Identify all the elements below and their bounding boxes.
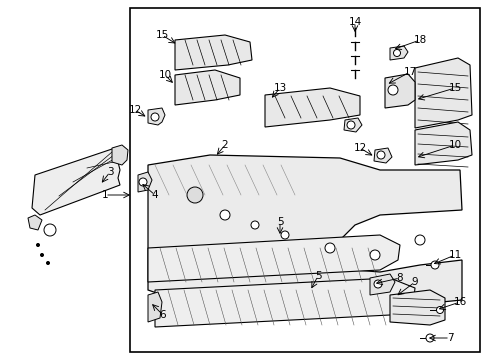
Text: 16: 16 [453,297,466,307]
Circle shape [41,253,44,257]
Polygon shape [155,278,415,327]
Text: 13: 13 [273,83,287,93]
Circle shape [36,243,40,247]
Text: 5: 5 [277,217,283,227]
Text: 12: 12 [128,105,142,115]
Text: 2: 2 [221,140,228,150]
Text: 10: 10 [158,70,172,80]
Text: 12: 12 [353,143,367,153]
Polygon shape [32,148,120,215]
Circle shape [426,334,434,342]
Text: 9: 9 [412,277,418,287]
Polygon shape [112,145,128,165]
Text: 4: 4 [152,190,158,200]
Circle shape [281,231,289,239]
Polygon shape [138,172,152,192]
Polygon shape [415,58,472,128]
Circle shape [251,221,259,229]
Text: 17: 17 [403,67,416,77]
Circle shape [431,261,439,269]
Polygon shape [148,235,400,282]
Polygon shape [390,46,408,60]
Text: 8: 8 [397,273,403,283]
Polygon shape [175,70,240,105]
Polygon shape [374,148,392,163]
Text: 1: 1 [102,190,108,200]
Circle shape [139,178,147,186]
Text: 15: 15 [448,83,462,93]
Polygon shape [370,274,395,295]
Polygon shape [344,118,362,132]
Circle shape [151,113,159,121]
Polygon shape [265,88,360,127]
Bar [130,8,480,352]
Text: 7: 7 [447,333,453,343]
Circle shape [325,243,335,253]
Polygon shape [415,122,472,165]
Text: 14: 14 [348,17,362,27]
Text: 10: 10 [448,140,462,150]
Polygon shape [385,74,415,108]
Circle shape [377,151,385,159]
Circle shape [187,187,203,203]
Text: 15: 15 [155,30,169,40]
Text: 3: 3 [107,167,113,177]
Circle shape [415,235,425,245]
Circle shape [393,49,400,57]
Circle shape [437,306,443,314]
Circle shape [388,85,398,95]
Circle shape [370,250,380,260]
Circle shape [44,224,56,236]
Polygon shape [390,290,445,325]
Circle shape [220,210,230,220]
Text: 11: 11 [448,250,462,260]
Circle shape [347,121,355,129]
Polygon shape [148,292,162,322]
Polygon shape [148,108,165,125]
Text: 6: 6 [160,310,166,320]
Polygon shape [28,215,42,230]
Text: 5: 5 [315,271,321,281]
Text: 18: 18 [414,35,427,45]
Circle shape [374,280,382,288]
Polygon shape [175,35,252,70]
Circle shape [47,261,49,265]
Polygon shape [148,155,462,308]
